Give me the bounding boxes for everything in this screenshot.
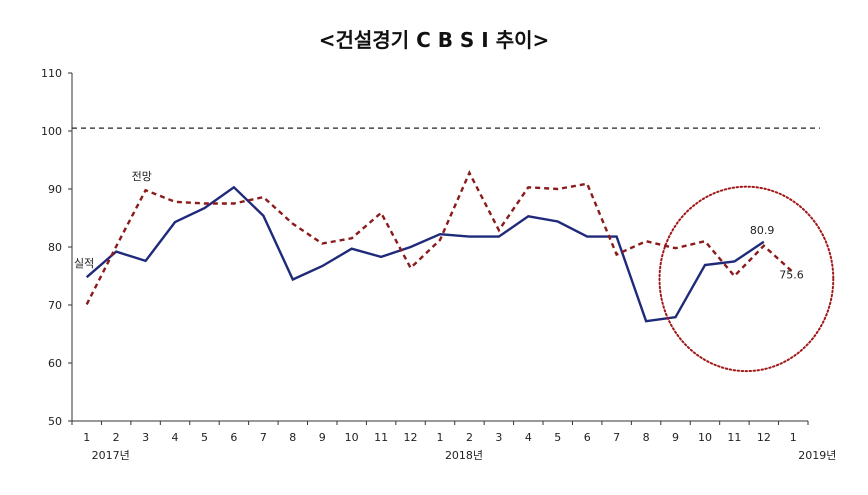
x-tick-label: 2: [466, 431, 473, 444]
chart-title: <건설경기 C B S I 추이>: [318, 28, 550, 52]
series-label-actual: 실적: [74, 257, 94, 270]
chart-series: [85, 170, 795, 323]
y-tick-label: 70: [48, 299, 62, 312]
x-tick-label: 8: [289, 431, 296, 444]
y-tick-label: 110: [41, 67, 62, 80]
x-tick-label: 9: [319, 431, 326, 444]
x-tick-label: 6: [230, 431, 237, 444]
y-tick-label: 90: [48, 183, 62, 196]
x-tick-label: 5: [554, 431, 561, 444]
x-tick-label: 6: [584, 431, 591, 444]
y-tick-label: 100: [41, 125, 62, 138]
year-label: 2019년: [798, 449, 836, 462]
x-tick-label: 4: [525, 431, 532, 444]
series-line-actual: [85, 185, 765, 323]
year-label: 2017년: [92, 449, 130, 462]
y-tick-label: 50: [48, 415, 62, 428]
highlight-ellipse: [658, 185, 835, 373]
series-label-forecast: 전망: [132, 170, 152, 183]
x-tick-label: 12: [757, 431, 771, 444]
x-tick-label: 9: [672, 431, 679, 444]
x-tick-label: 1: [83, 431, 90, 444]
x-tick-label: 3: [495, 431, 502, 444]
x-tick-label: 5: [201, 431, 208, 444]
y-tick-label: 80: [48, 241, 62, 254]
x-tick-label: 10: [345, 431, 359, 444]
x-tick-label: 12: [404, 431, 418, 444]
x-tick-label: 1: [437, 431, 444, 444]
x-tick-label: 11: [727, 431, 741, 444]
x-tick-label: 7: [260, 431, 267, 444]
data-label-forecast-last: 75.6: [779, 269, 804, 282]
chart-labels: 실적 전망 80.9 75.6: [74, 170, 835, 373]
x-tick-label: 7: [613, 431, 620, 444]
series-line-forecast: [85, 170, 795, 305]
x-tick-label: 11: [374, 431, 388, 444]
data-label-actual-last: 80.9: [750, 224, 775, 237]
y-tick-label: 60: [48, 357, 62, 370]
x-tick-label: 10: [698, 431, 712, 444]
x-tick-label: 4: [172, 431, 179, 444]
x-tick-label: 3: [142, 431, 149, 444]
x-tick-label: 1: [790, 431, 797, 444]
x-tick-label: 2: [113, 431, 120, 444]
x-tick-label: 8: [643, 431, 650, 444]
year-label: 2018년: [445, 449, 483, 462]
